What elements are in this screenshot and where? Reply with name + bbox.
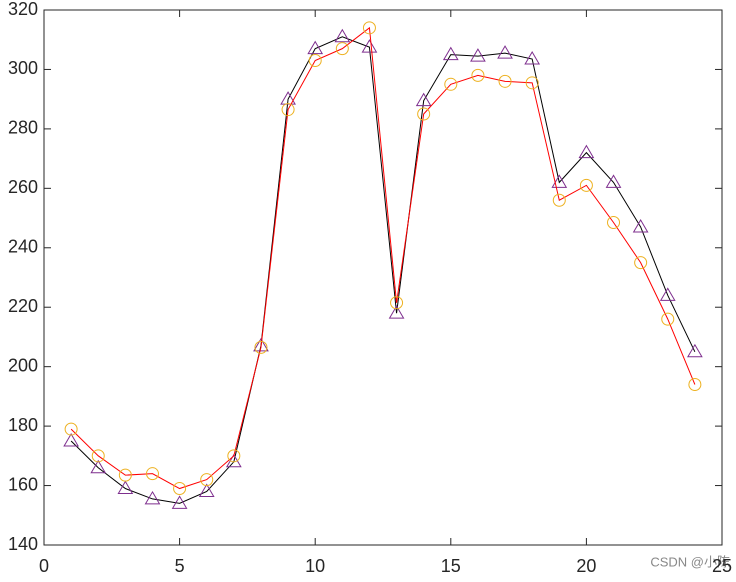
marker: [661, 312, 675, 326]
marker: [605, 174, 622, 188]
marker: [64, 422, 78, 436]
marker: [308, 54, 322, 68]
series-line: [70, 26, 696, 490]
x-tick-label: 25: [712, 556, 732, 576]
marker: [171, 495, 188, 509]
marker: [90, 459, 107, 474]
marker: [281, 103, 295, 117]
marker: [688, 378, 702, 391]
marker: [198, 483, 215, 497]
marker: [687, 343, 703, 358]
marker: [497, 45, 513, 59]
y-tick-label: 180: [8, 415, 38, 435]
marker: [444, 77, 458, 91]
x-tick-label: 10: [305, 556, 325, 576]
marker: [334, 28, 351, 43]
marker: [253, 337, 269, 352]
marker: [390, 296, 404, 310]
marker: [362, 21, 376, 35]
y-tick-label: 220: [8, 296, 38, 316]
marker: [280, 91, 296, 105]
marker: [442, 46, 459, 61]
marker: [307, 40, 324, 55]
marker: [579, 178, 593, 192]
axes-box: [43, 9, 723, 546]
marker: [63, 432, 79, 447]
marker: [91, 449, 105, 463]
x-tick-label: 0: [39, 556, 49, 576]
marker: [607, 216, 621, 230]
y-tick-label: 140: [8, 534, 38, 554]
marker: [471, 68, 485, 82]
x-tick-label: 15: [441, 556, 461, 576]
y-tick-label: 320: [8, 0, 38, 19]
marker: [524, 51, 541, 65]
marker: [525, 76, 539, 90]
y-tick-label: 280: [8, 118, 38, 138]
marker: [415, 92, 432, 107]
marker: [498, 74, 512, 88]
marker: [227, 449, 241, 463]
marker: [388, 305, 405, 319]
y-tick-label: 160: [8, 474, 38, 494]
marker: [361, 39, 378, 53]
marker: [552, 193, 566, 207]
y-tick-label: 200: [8, 355, 38, 375]
marker: [634, 256, 648, 270]
marker: [335, 42, 349, 56]
marker: [417, 107, 431, 121]
x-tick-label: 20: [576, 556, 596, 576]
marker: [144, 490, 161, 505]
y-tick-label: 240: [8, 237, 38, 257]
marker: [254, 340, 268, 354]
marker: [200, 473, 214, 487]
marker: [117, 480, 134, 495]
marker: [659, 287, 676, 301]
watermark: CSDN @小陈: [650, 554, 730, 569]
marker: [118, 468, 132, 482]
marker: [145, 467, 159, 481]
marker: [470, 48, 486, 62]
y-tick-label: 300: [8, 58, 38, 78]
marker: [551, 174, 568, 188]
y-tick-label: 260: [8, 177, 38, 197]
marker: [578, 144, 595, 159]
x-tick-label: 5: [175, 556, 185, 576]
marker: [173, 482, 187, 496]
marker: [632, 218, 649, 233]
